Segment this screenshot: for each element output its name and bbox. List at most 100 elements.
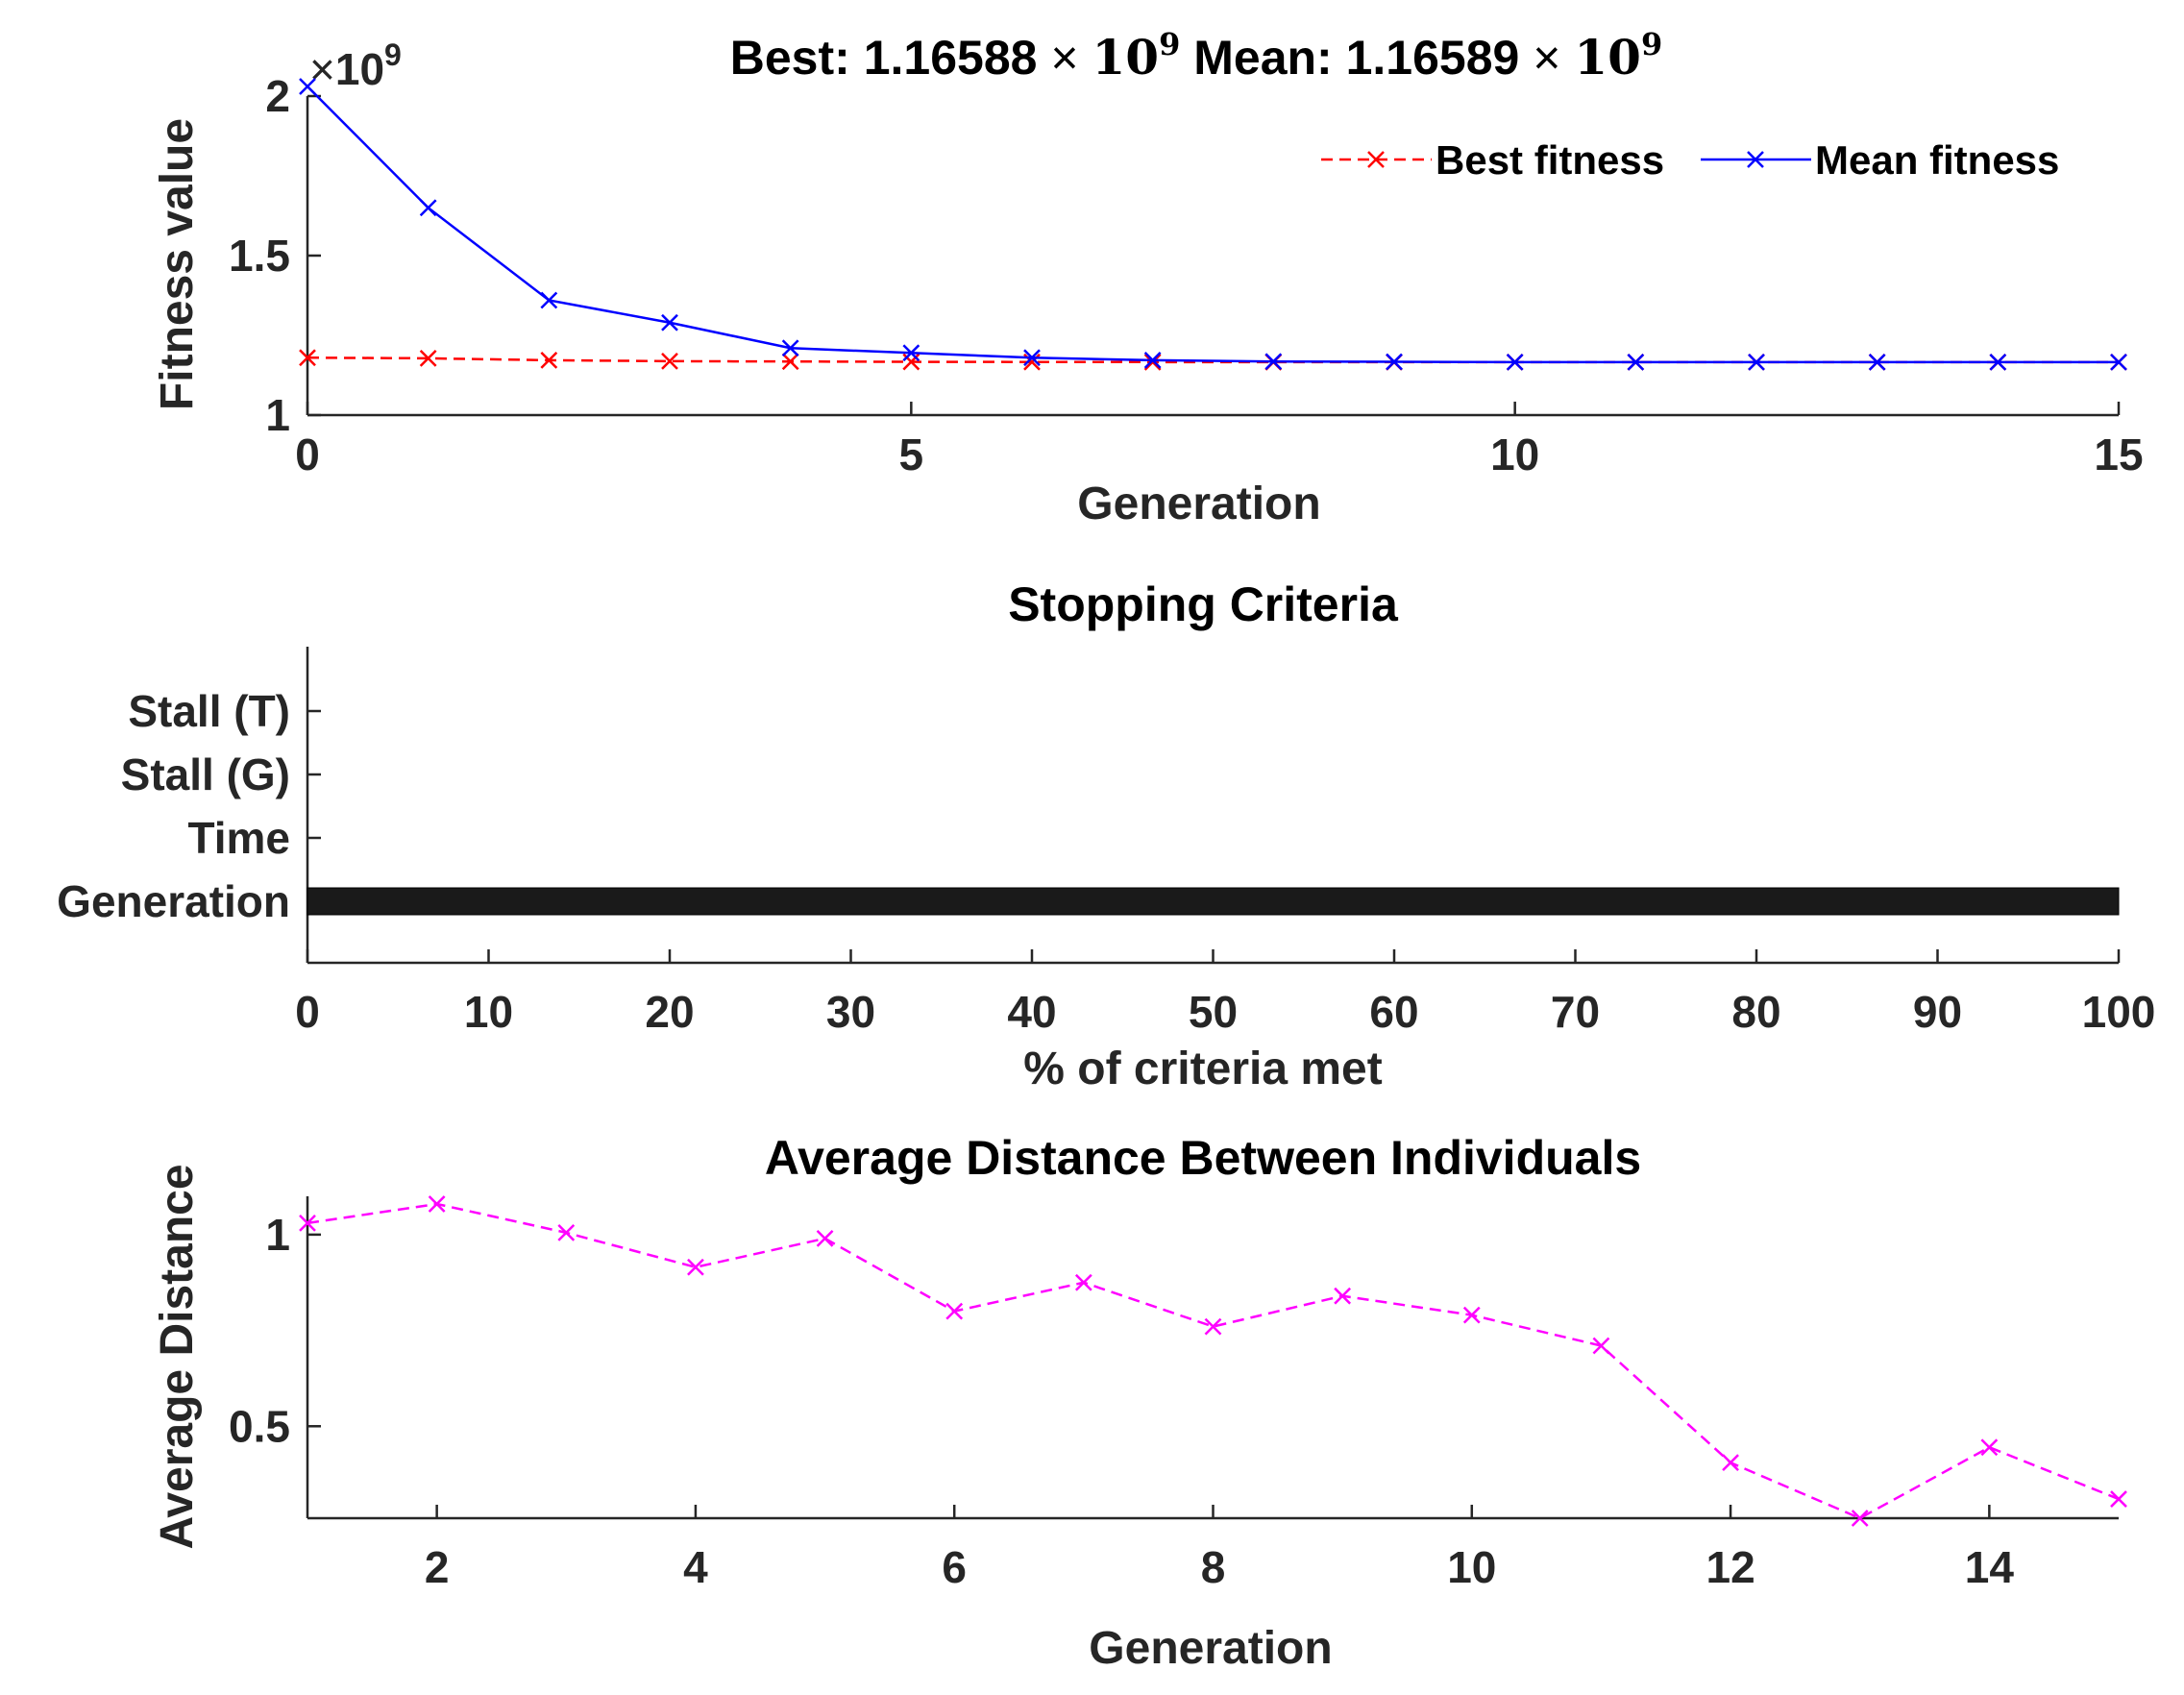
mean-fitness-point xyxy=(1868,354,1886,371)
average-distance-point xyxy=(428,1195,446,1213)
fitness-title-best-mantissa: 1.16588 xyxy=(864,31,1038,85)
average-distance-x-axis-label: Generation xyxy=(1089,1623,1332,1674)
stopping-criteria-x-axis-label: % of criteria met xyxy=(1023,1044,1382,1094)
average-distance-series xyxy=(299,1195,2127,1527)
legend-mean-label: Mean fitness xyxy=(1815,137,2059,183)
average-distance-point xyxy=(687,1258,704,1276)
legend-mean-marker xyxy=(1747,151,1764,168)
fitness-title-best-base: 10 xyxy=(1092,29,1159,86)
fitness-y-tick-label: 2 xyxy=(265,71,290,121)
average-distance-x-tick-label: 6 xyxy=(942,1542,967,1592)
average-distance-point xyxy=(816,1229,834,1247)
stopping-criteria-x-tick-label: 100 xyxy=(2082,987,2156,1037)
average-distance-x-tick-label: 14 xyxy=(1965,1542,2015,1592)
mean-fitness-point xyxy=(1506,354,1524,371)
mean-fitness-point xyxy=(540,291,558,309)
best-fitness-point xyxy=(1143,353,1162,371)
average-distance-y-axis-label: Average Distance xyxy=(152,1164,203,1549)
average-distance-point xyxy=(1722,1454,1739,1472)
legend-best-label: Best fitness xyxy=(1436,137,1664,183)
fitness-title-mean-times: × xyxy=(1533,31,1560,85)
average-distance-x-tick-label: 12 xyxy=(1705,1542,1755,1592)
stopping-criteria-category-label: Stall (G) xyxy=(121,749,290,799)
best-fitness-point xyxy=(419,350,437,367)
mean-fitness-point xyxy=(419,199,437,217)
best-fitness-point xyxy=(661,353,678,370)
average-distance-point xyxy=(1980,1438,1999,1457)
fitness-panel: Best: 1.16588 × 109 Mean: 1.16589 × 109 … xyxy=(152,12,2144,529)
fitness-title-mean-label: Mean: xyxy=(1193,31,1332,85)
stopping-criteria-category-label: Time xyxy=(187,813,290,863)
legend-best-marker xyxy=(1367,151,1385,168)
stopping-criteria-x-tick-label: 80 xyxy=(1731,987,1780,1037)
fitness-y-tick-label: 1.5 xyxy=(229,231,290,281)
stopping-criteria-category-label: Stall (T) xyxy=(128,686,290,736)
average-distance-point xyxy=(299,1215,316,1232)
fitness-x-tick-label: 0 xyxy=(295,430,320,479)
average-distance-panel: Average Distance Between Individuals Ave… xyxy=(152,1131,2127,1674)
stopping-criteria-x-tick-label: 30 xyxy=(826,987,875,1037)
average-distance-x-tick-label: 4 xyxy=(683,1542,708,1592)
mean-fitness-point xyxy=(1143,352,1162,369)
average-distance-point xyxy=(557,1224,576,1241)
mean-fitness-point xyxy=(661,313,678,332)
fitness-title-mean-base: 10 xyxy=(1574,29,1641,86)
average-distance-point xyxy=(1204,1317,1222,1336)
average-distance-axes: 2 4 6 8 10 12 14 0.5 1 xyxy=(229,1196,2119,1592)
mean-fitness-point xyxy=(781,339,799,357)
mean-fitness-point xyxy=(1989,354,2007,371)
fitness-title-mean-mantissa: 1.16589 xyxy=(1346,31,1520,85)
stopping-criteria-axes: 0 10 20 30 40 50 60 70 80 90 100 Stall (T) Stall (G)… xyxy=(57,647,2155,1037)
mean-fitness-point xyxy=(1627,354,1645,371)
fitness-x-tick-label: 10 xyxy=(1490,430,1539,479)
stopping-criteria-x-tick-label: 0 xyxy=(295,987,320,1037)
fitness-y-axis-label: Fitness value xyxy=(152,118,203,410)
average-distance-point xyxy=(2110,1490,2127,1508)
average-distance-title: Average Distance Between Individuals xyxy=(765,1131,1641,1185)
stopping-criteria-x-tick-label: 60 xyxy=(1369,987,1418,1037)
stopping-criteria-panel: Stopping Criteria % of criteria met 0 10 2… xyxy=(57,577,2155,1094)
mean-fitness-point xyxy=(2110,354,2127,371)
fitness-title-best-times: × xyxy=(1050,31,1078,85)
mean-fitness-point xyxy=(1748,354,1765,371)
stopping-criteria-x-tick-label: 40 xyxy=(1007,987,1056,1037)
fitness-axes: 0 5 10 15 1 1.5 2 xyxy=(229,71,2144,479)
average-distance-y-tick-label: 0.5 xyxy=(229,1401,290,1451)
stopping-criteria-x-tick-label: 10 xyxy=(464,987,513,1037)
best-fitness-point xyxy=(781,353,799,371)
average-distance-x-tick-label: 10 xyxy=(1447,1542,1496,1592)
average-distance-point xyxy=(1334,1287,1352,1305)
fitness-title-best-power: 9 xyxy=(1159,26,1180,62)
average-distance-x-tick-label: 2 xyxy=(425,1542,450,1592)
average-distance-line xyxy=(307,1202,2120,1520)
best-fitness-point xyxy=(540,352,558,369)
fitness-x-tick-label: 5 xyxy=(899,430,924,479)
fitness-y-exponent-base: 10 xyxy=(335,44,384,94)
mean-fitness-point xyxy=(902,344,920,362)
average-distance-x-tick-label: 8 xyxy=(1201,1542,1226,1592)
average-distance-point xyxy=(1592,1337,1610,1355)
stopping-criteria-x-tick-label: 70 xyxy=(1551,987,1600,1037)
average-distance-point xyxy=(1851,1510,1869,1527)
stopping-criteria-x-tick-label: 90 xyxy=(1913,987,1962,1037)
fitness-y-exponent: ×109 xyxy=(309,37,402,94)
stopping-criteria-x-tick-label: 50 xyxy=(1189,987,1238,1037)
mean-fitness-point xyxy=(1023,349,1041,367)
fitness-title-best-label: Best: xyxy=(730,31,850,85)
fitness-x-tick-label: 15 xyxy=(2094,430,2143,479)
fitness-x-axis-label: Generation xyxy=(1077,479,1320,529)
fitness-title: Best: 1.16588 × 109 Mean: 1.16589 × 109 xyxy=(730,12,1662,86)
mean-fitness-line xyxy=(307,86,2119,364)
average-distance-y-tick-label: 1 xyxy=(265,1210,290,1260)
fitness-y-exponent-times: × xyxy=(309,44,335,94)
stopping-criteria-bar xyxy=(307,887,2120,916)
fitness-y-exponent-power: 9 xyxy=(384,37,402,72)
best-fitness-point xyxy=(299,349,316,367)
stopping-criteria-title: Stopping Criteria xyxy=(1008,577,1399,631)
average-distance-point xyxy=(945,1302,964,1320)
stopping-criteria-x-tick-label: 20 xyxy=(645,987,694,1037)
average-distance-point xyxy=(1462,1306,1481,1324)
stopping-criteria-category-label: Generation xyxy=(57,876,290,926)
